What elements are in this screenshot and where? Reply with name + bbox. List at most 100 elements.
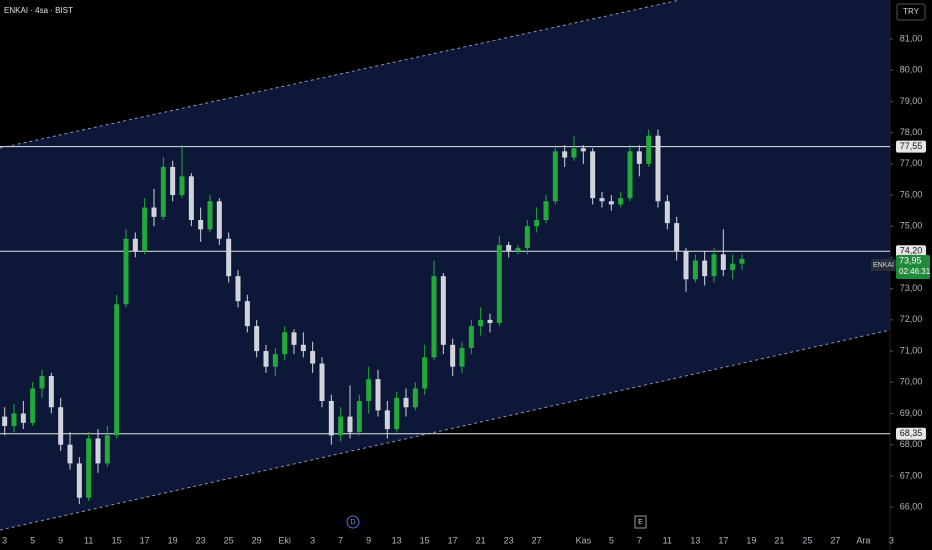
y-tick-label: 79,00 [900,96,923,106]
y-tick-label: 73,00 [900,283,923,293]
candle-body [599,198,605,202]
y-tick-label: 77,00 [900,158,923,168]
candle-body [711,254,717,277]
candle-body [2,416,8,426]
x-tick-label: 19 [746,535,756,545]
candle-body [254,326,260,352]
x-tick-label: 17 [140,535,150,545]
candle-body [468,326,474,348]
x-tick-label: Kas [576,535,592,545]
candle-body [179,176,185,196]
candle-body [524,226,530,249]
candle-body [552,151,558,202]
candle-body [590,151,596,199]
candle-body [188,176,194,220]
y-tick-label: 70,00 [900,377,923,387]
candle-body [104,435,110,464]
candle-body [67,444,73,464]
candle-body [506,244,512,252]
x-tick-label: 3 [889,535,894,545]
level-label: 77,55 [900,141,923,151]
currency-box[interactable] [896,3,926,21]
candle-body [58,407,64,445]
candle-body [403,397,409,408]
candle-body [319,363,325,401]
x-tick-label: 7 [338,535,343,545]
x-tick-label: 5 [30,535,35,545]
y-tick-label: 68,00 [900,439,923,449]
event-label[interactable]: D [350,519,355,526]
currency[interactable]: TRY [903,7,920,16]
events: D E [346,515,647,529]
candle-body [366,379,372,401]
candle-body [244,301,250,327]
level-label: 74,20 [900,246,923,256]
countdown: 02:46:31 [899,267,931,276]
x-tick-label: 21 [774,535,784,545]
symbol-box [871,259,896,272]
candle-body [571,148,577,158]
event-label[interactable]: E [638,519,643,526]
x-tick-label: 5 [609,535,614,545]
chart-title: ENKAI · 4sa · BIST [4,6,73,15]
candle-body [487,319,493,323]
event-icon[interactable] [634,515,647,529]
candle-body [450,344,456,367]
candle-body [562,151,568,158]
y-tick-label: 76,00 [900,189,923,199]
candle-body [114,304,120,436]
candle-body [515,248,521,252]
candle-body [300,344,306,352]
x-tick-label: 11 [663,535,672,545]
candle-body [478,319,484,327]
x-tick-label: 9 [58,535,63,545]
candle-body [646,135,652,164]
candle-body [394,397,400,430]
x-tick-label: 25 [224,535,234,545]
candle-body [263,351,269,367]
x-tick-label: 19 [168,535,178,545]
candle-body [356,400,362,433]
x-tick-label: 3 [310,535,315,545]
candle-body [338,416,344,436]
candle-body [170,166,176,196]
x-tick-label: 25 [802,535,812,545]
y-tick-label: 78,00 [900,127,923,137]
candle-body [692,260,698,280]
candle-body [664,201,670,224]
candle-body [384,410,390,430]
symbol-label: ENKAI [873,262,894,269]
candle-body [226,238,232,277]
candle-body [282,332,288,355]
candle-body [39,376,45,389]
x-tick-label: 21 [476,535,486,545]
candle-body [431,276,437,358]
candle-body [328,400,334,436]
x-tick-label: 13 [392,535,402,545]
candle-body [674,223,680,252]
y-tick-label: 72,00 [900,314,923,324]
candle-body [11,413,17,426]
candle-body [655,135,661,202]
candle-body [95,438,101,464]
event-icon[interactable] [346,515,360,529]
candle-body [739,259,745,264]
candle-body [198,220,204,230]
x-tick-label: 23 [504,535,514,545]
last-price-box [896,255,930,280]
level-label-box [896,427,926,440]
channel-bottom [0,329,891,531]
level-label-box [896,140,926,153]
x-tick-label: Eki [278,535,291,545]
candle-body [347,416,353,433]
candle-body [291,332,297,345]
candle-body [636,151,642,164]
channel-top [0,0,681,149]
level-label: 68,35 [900,428,923,438]
y-tick-label: 75,00 [900,221,923,231]
candle-body [310,351,316,364]
y-tick-label: 67,00 [900,470,923,480]
candle-body [580,148,586,152]
channel-fill [0,0,890,530]
